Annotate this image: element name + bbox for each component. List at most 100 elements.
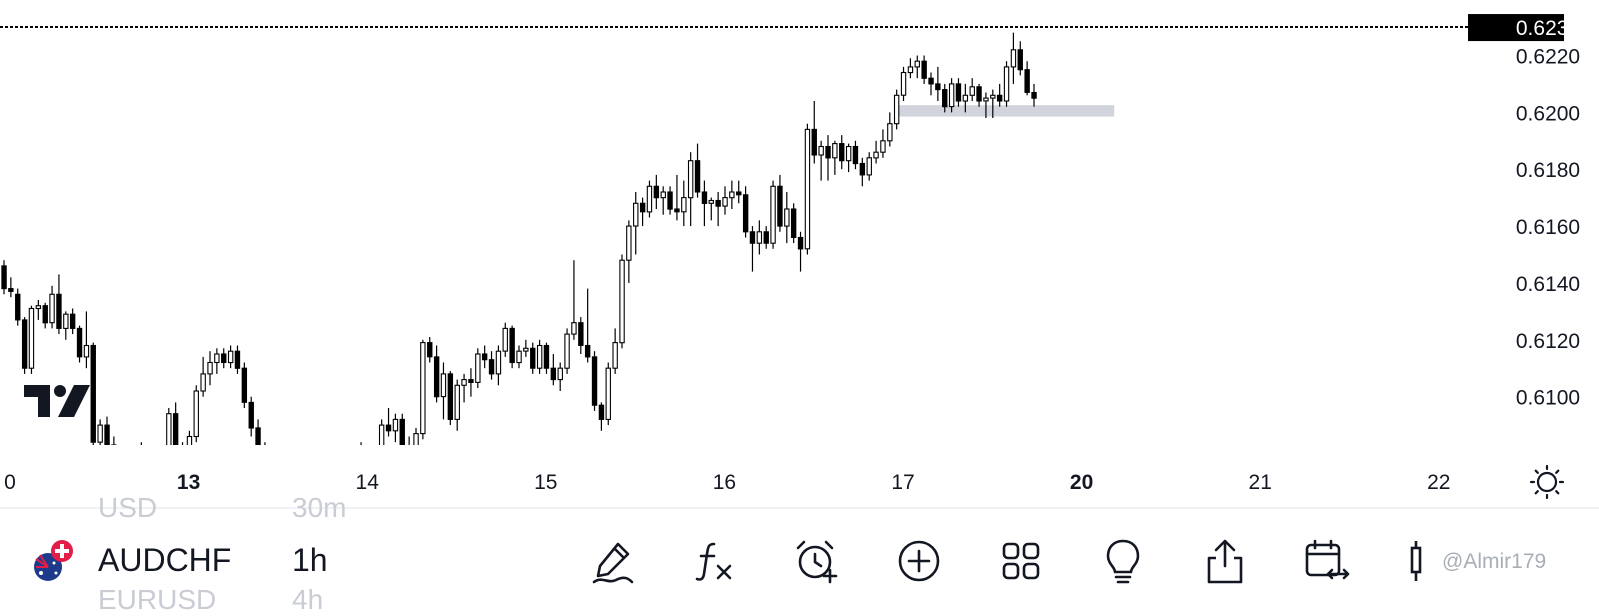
support-zone[interactable] [894, 105, 1115, 117]
candle [550, 354, 557, 386]
candle-body-up [475, 353, 481, 383]
candle [873, 140, 879, 164]
candle-body-up [983, 97, 989, 102]
candle-body-up [681, 197, 687, 213]
candle [948, 78, 955, 113]
time-tick-label: 22 [1427, 471, 1450, 494]
calendar-compare-icon [1305, 539, 1350, 580]
symbol-selector[interactable]: AUDCHF [98, 542, 232, 578]
candle-body-up [392, 418, 399, 432]
alarm-clock-add-icon [796, 540, 838, 584]
candle [990, 89, 996, 118]
candle-body-up [193, 390, 199, 438]
current-price-label-bg [1468, 14, 1564, 42]
layouts-button[interactable] [996, 536, 1046, 586]
candle-body-down [104, 424, 110, 445]
candle-body-down [76, 327, 83, 358]
candle [639, 197, 646, 227]
compare-button[interactable] [1302, 536, 1352, 586]
candle-body-down [385, 424, 392, 432]
candle [942, 83, 948, 113]
candle [21, 317, 28, 374]
candle [56, 274, 62, 335]
candle [612, 328, 618, 374]
candle [440, 362, 447, 420]
candle-body-down [825, 145, 831, 159]
watermark-text: @Almir179 [1442, 550, 1547, 573]
candle-body-up [619, 259, 625, 344]
add-button[interactable] [894, 536, 944, 586]
candle [153, 456, 157, 476]
candle [290, 448, 294, 465]
candle [360, 442, 362, 445]
candle-body-up [804, 128, 811, 250]
candle [90, 342, 96, 445]
settings-icon[interactable] [1529, 464, 1565, 500]
candle [277, 454, 281, 483]
candle [777, 174, 783, 232]
time-axis[interactable]: 0 13 14 15 16 17 20 21 22 [4, 471, 1450, 494]
share-button[interactable] [1200, 536, 1250, 586]
candle [132, 448, 136, 465]
candle [8, 277, 14, 298]
chart-canvas[interactable]: 0.6230 0.61000.61200.61400.61600.61800.6… [0, 0, 1599, 510]
candle [172, 402, 179, 445]
time-tick-label: 13 [177, 471, 200, 494]
candle [523, 339, 529, 357]
ghost-prev-interval: 30m [292, 492, 347, 523]
candle [900, 66, 907, 101]
candle [887, 112, 893, 147]
candle-body-down [407, 448, 411, 454]
layouts-grid-icon [1002, 542, 1040, 580]
candle-body-down [928, 77, 934, 85]
candle [557, 362, 563, 391]
candle-body-up [352, 459, 356, 470]
ideas-button[interactable] [1098, 536, 1148, 586]
candle-body-down [69, 313, 76, 329]
price-axis[interactable]: 0.6100 0.6120 0.6140 0.6160 0.6180 0.6200 0.62… [1516, 45, 1580, 409]
candle-body-down [234, 350, 241, 369]
candle [530, 342, 536, 374]
candle [893, 89, 900, 130]
candle-body-down [481, 353, 488, 361]
current-price-label[interactable]: 0.6230 [1468, 14, 1580, 42]
candle-body-up [626, 225, 632, 261]
time-tick-label: 21 [1249, 471, 1272, 494]
candle [227, 345, 234, 369]
candle [852, 140, 859, 170]
candle-body-up [605, 367, 611, 420]
candle [571, 260, 577, 340]
candle [646, 180, 653, 218]
chart-style-button[interactable] [1404, 536, 1454, 586]
ghost-prev-symbol: USD [98, 492, 158, 523]
candle-body-down [942, 89, 948, 108]
candle-body-up [440, 373, 447, 398]
candle-body-down [839, 143, 845, 162]
candle-body-up [756, 231, 763, 244]
candle-body-down [221, 353, 227, 364]
candle-body-up [35, 305, 42, 310]
candle-body-up [413, 433, 419, 445]
candle [186, 430, 193, 445]
candle [880, 129, 886, 158]
interval-selector[interactable]: 1h [292, 542, 328, 578]
candle-body-down [694, 160, 701, 193]
candle [701, 180, 708, 227]
candle [28, 305, 35, 374]
candle [119, 454, 123, 483]
drawing-tool-button[interactable] [588, 536, 638, 586]
candle-body-up [729, 191, 735, 199]
candle-body-up [283, 454, 287, 460]
candle-body-up [1010, 49, 1017, 68]
candle [839, 135, 845, 170]
indicators-fx-icon [695, 542, 732, 581]
candle-body-down [852, 145, 859, 165]
candle [311, 465, 315, 482]
candle-body-up [564, 333, 570, 369]
alert-button[interactable] [792, 536, 842, 586]
indicators-button[interactable] [690, 536, 740, 586]
candle-body-up [119, 459, 123, 465]
candle-body-up [207, 361, 213, 375]
candle [729, 180, 735, 209]
candle [1003, 61, 1010, 107]
